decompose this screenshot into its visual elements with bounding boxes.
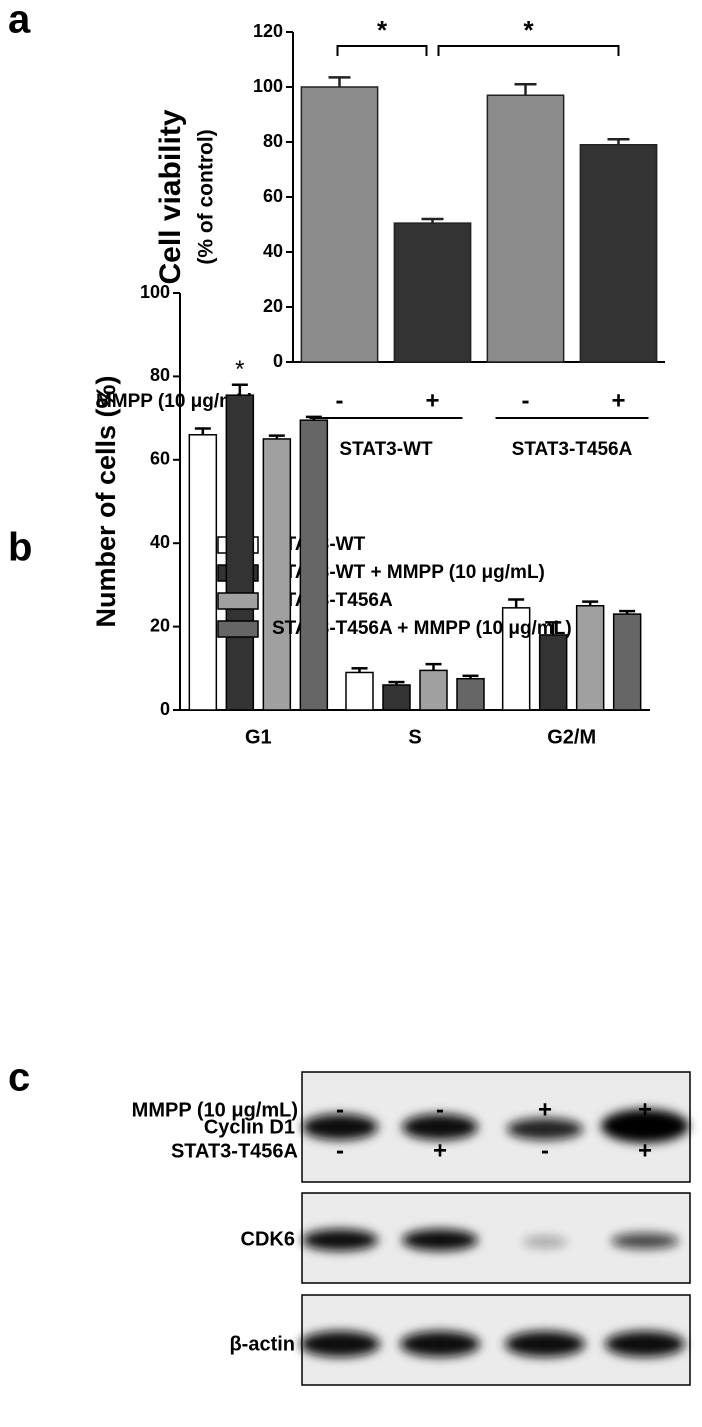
bar <box>538 634 568 711</box>
y-tick-label: 80 <box>263 131 283 151</box>
y-tick-label: 20 <box>263 296 283 316</box>
legend-swatch <box>217 592 259 610</box>
error-bar <box>231 383 248 396</box>
sign: + <box>433 1137 447 1164</box>
significance: * <box>377 15 388 45</box>
sign: + <box>538 1096 552 1123</box>
error-bar <box>514 83 537 96</box>
panel-label: a <box>8 0 31 42</box>
y-tick-label: 60 <box>263 186 283 206</box>
sign: - <box>541 1137 549 1164</box>
error-bar <box>425 662 442 671</box>
x-tick-label: - <box>522 387 530 414</box>
condition-label: STAT3-T456A <box>171 1140 298 1162</box>
bar <box>299 419 329 711</box>
legend-swatch <box>217 620 259 638</box>
y-tick-label: 40 <box>263 241 283 261</box>
row-label: β-actin <box>229 1333 295 1355</box>
legend-label: STAT3-WT + MMPP (10 μg/mL) <box>272 562 545 583</box>
error-bar <box>545 621 562 635</box>
significance-bracket <box>437 45 620 56</box>
sign: - <box>336 1137 344 1164</box>
x-tick-label: S <box>408 726 421 748</box>
bar <box>345 671 374 711</box>
bar <box>419 669 448 711</box>
panel-label: b <box>8 526 32 570</box>
y-tick-label: 120 <box>253 21 283 41</box>
bar <box>393 222 472 363</box>
x-tick-label: - <box>336 387 344 414</box>
group-label: STAT3-T456A <box>512 439 633 460</box>
y-tick-label: 80 <box>150 365 170 385</box>
significance-bracket <box>336 45 428 56</box>
sign: + <box>638 1096 652 1123</box>
x-tick-label: + <box>425 387 439 414</box>
bar <box>456 677 485 711</box>
legend-label: STAT3-T456A + MMPP (10 μg/mL) <box>272 618 572 639</box>
y-tick-label: 100 <box>140 282 170 302</box>
y-axis-label: Number of cells (%) <box>91 375 121 627</box>
row-label: MMPP (10 μg/mL) <box>96 391 254 412</box>
y-tick-label: 60 <box>150 449 170 469</box>
blot-box <box>301 1071 691 1183</box>
y-tick-label: 40 <box>150 532 170 552</box>
bar <box>575 605 605 711</box>
sign: - <box>336 1096 344 1123</box>
y-axis-label: Cell viability <box>154 109 187 284</box>
bar <box>579 144 658 363</box>
blot-box <box>301 1192 691 1284</box>
y-tick-label: 100 <box>253 76 283 96</box>
error-bar <box>328 76 351 87</box>
significance: * <box>523 15 534 45</box>
error-bar <box>508 598 525 608</box>
panel-label: c <box>8 1056 30 1100</box>
bar <box>188 434 218 711</box>
bar <box>382 684 411 711</box>
x-tick-label: G1 <box>245 726 272 748</box>
sign: - <box>436 1096 444 1123</box>
blot-box <box>300 1294 691 1386</box>
bar <box>486 94 565 363</box>
bar <box>262 438 292 711</box>
y-tick-label: 0 <box>160 699 170 719</box>
row-label: Cyclin D1 <box>204 1116 295 1138</box>
condition-label: MMPP (10 μg/mL) <box>132 1099 298 1121</box>
group-label: STAT3-WT <box>339 439 433 460</box>
significance: * <box>235 356 244 383</box>
x-tick-label: + <box>611 387 625 414</box>
row-label: CDK6 <box>241 1228 295 1250</box>
y-tick-label: 0 <box>273 351 283 371</box>
x-tick-label: G2/M <box>547 726 596 748</box>
y-axis-sublabel: (% of control) <box>195 129 218 264</box>
y-tick-label: 20 <box>150 615 170 635</box>
bar <box>501 607 531 711</box>
sign: + <box>638 1137 652 1164</box>
error-bar <box>607 138 630 145</box>
error-bar <box>194 427 211 435</box>
bar <box>225 394 255 711</box>
bar <box>300 86 379 363</box>
bar <box>612 613 642 711</box>
